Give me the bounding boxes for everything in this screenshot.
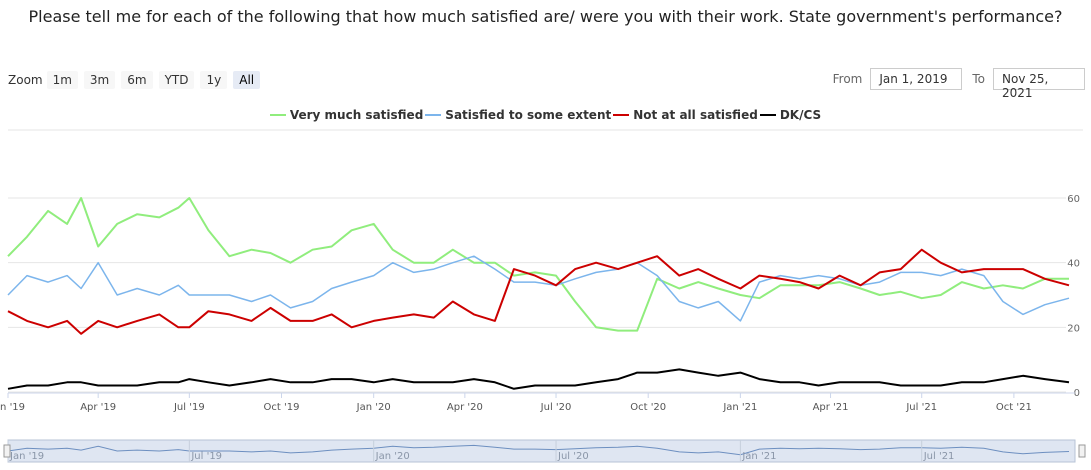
zoom-label: Zoom <box>8 73 43 87</box>
legend-label: DK/CS <box>779 108 822 122</box>
y-tick-label: 0 <box>1074 388 1080 399</box>
to-date-input[interactable]: Nov 25, 2021 <box>993 68 1085 100</box>
zoom-6m-button[interactable]: 6m <box>121 71 153 89</box>
zoom-all-button[interactable]: All <box>233 71 261 89</box>
x-tick-label: Oct '20 <box>630 402 666 413</box>
legend-swatch <box>759 114 776 116</box>
x-tick-label: Jul '20 <box>540 402 572 413</box>
legend-item-satisfied-to-some-extent[interactable]: Satisfied to some extent <box>425 108 611 122</box>
legend-item-not-at-all-satisfied[interactable]: Not at all satisfied <box>613 108 758 122</box>
zoom-3m-button[interactable]: 3m <box>83 71 116 89</box>
navigator-tick-label: Jan '19 <box>9 451 44 462</box>
x-tick-label: Oct '21 <box>996 402 1032 413</box>
zoom-ytd-button[interactable]: YTD <box>158 71 195 89</box>
y-tick-label: 20 <box>1067 323 1080 334</box>
series-satisfied-to-some-extent <box>7 255 1070 322</box>
zoom-bar: Zoom 1m 3m 6m YTD 1y All <box>8 70 266 90</box>
series-dk-cs <box>7 368 1070 390</box>
navigator-tick-label: Jan '21 <box>741 451 776 462</box>
navigator-handle-left <box>3 444 11 458</box>
x-tick-label: Apr '21 <box>813 402 849 413</box>
x-tick-label: Apr '19 <box>80 402 116 413</box>
legend-item-very-much-satisfied[interactable]: Very much satisfied <box>269 108 424 122</box>
legend-label: Very much satisfied <box>289 108 424 122</box>
date-range-selector: From Jan 1, 2019 To Nov 25, 2021 <box>832 68 1085 100</box>
x-tick-label: Jan '21 <box>722 402 757 413</box>
legend: Very much satisfied Satisfied to some ex… <box>0 108 1091 122</box>
navigator-series <box>7 444 1070 456</box>
legend-swatch <box>425 114 442 116</box>
legend-item-dk-cs[interactable]: DK/CS <box>759 108 822 122</box>
legend-swatch <box>613 114 630 116</box>
x-tick-label: Jan '19 <box>0 402 25 413</box>
legend-label: Satisfied to some extent <box>445 108 612 122</box>
y-tick-label: 60 <box>1067 194 1080 205</box>
legend-swatch <box>269 114 286 116</box>
from-label: From <box>832 72 863 86</box>
navigator-window <box>7 439 1076 463</box>
to-label: To <box>972 72 985 86</box>
x-tick-label: Jan '20 <box>356 402 391 413</box>
y-tick-label: 40 <box>1067 259 1080 270</box>
navigator-handle-right <box>1078 444 1086 458</box>
chart-title: Please tell me for each of the following… <box>28 7 1063 26</box>
x-tick-label: Jul '21 <box>905 402 937 413</box>
x-tick-label: Oct '19 <box>264 402 300 413</box>
legend-label: Not at all satisfied <box>633 108 758 122</box>
zoom-1m-button[interactable]: 1m <box>46 71 78 89</box>
navigator-tick-label: Jan '20 <box>375 451 410 462</box>
series-not-at-all-satisfied <box>7 248 1070 335</box>
navigator-tick-label: Jul '20 <box>557 451 589 462</box>
series-very-much-satisfied <box>7 197 1069 332</box>
x-tick-label: Jul '19 <box>173 402 205 413</box>
navigator-tick-label: Jul '19 <box>190 451 222 462</box>
from-date-input[interactable]: Jan 1, 2019 <box>870 68 963 90</box>
navigator-tick-label: Jul '21 <box>923 451 955 462</box>
zoom-1y-button[interactable]: 1y <box>200 71 228 89</box>
x-tick-label: Apr '20 <box>447 402 483 413</box>
